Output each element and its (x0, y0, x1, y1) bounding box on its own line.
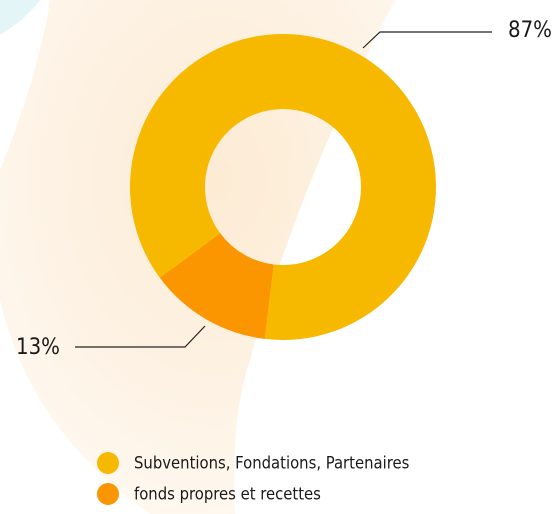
leader-line (363, 32, 492, 48)
value-label: 13% (16, 335, 60, 360)
legend-swatch (97, 452, 119, 474)
decor (0, 0, 40, 35)
legend-swatch (97, 483, 119, 505)
legend-label: Subventions, Fondations, Partenaires (134, 454, 410, 473)
chart: Subventions, Fondations, Partenaires fond… (0, 0, 560, 514)
legend-label: fonds propres et recettes (134, 485, 321, 504)
value-label: 87% (508, 18, 552, 43)
